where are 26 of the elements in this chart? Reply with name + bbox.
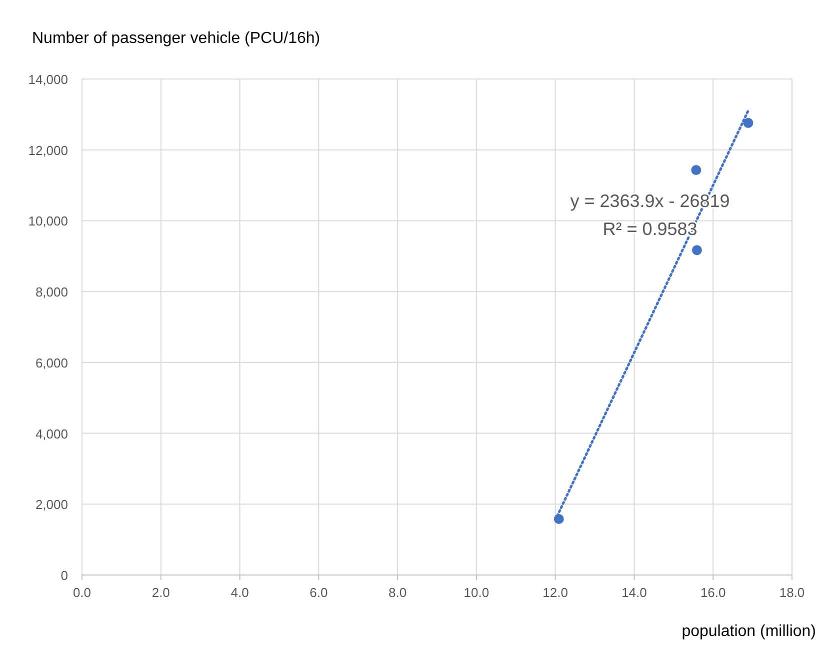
- x-tick-label: 16.0: [700, 585, 726, 600]
- y-tick-label: 14,000: [28, 72, 68, 87]
- x-tick-label: 12.0: [542, 585, 568, 600]
- x-tick-label: 10.0: [464, 585, 490, 600]
- x-tick-label: 6.0: [310, 585, 328, 600]
- y-tick-label: 2,000: [35, 497, 68, 512]
- y-tick-label: 6,000: [35, 355, 68, 370]
- x-tick-label: 8.0: [388, 585, 407, 600]
- point: [691, 165, 702, 176]
- point: [554, 514, 564, 524]
- y-tick-label: 0: [60, 568, 68, 583]
- x-tick-label: 2.0: [152, 585, 170, 600]
- y-tick-label: 10,000: [28, 214, 68, 229]
- y-axis-title: Number of passenger vehicle (PCU/16h): [32, 30, 320, 47]
- x-tick-label: 14.0: [622, 585, 647, 600]
- x-tick-label: 0.0: [72, 585, 92, 600]
- point: [743, 118, 754, 128]
- y-tick-label: 12,000: [28, 142, 68, 158]
- annotation: R² = 0.9583: [602, 219, 698, 239]
- x-tick-label: 4.0: [230, 585, 249, 600]
- annotation: y = 2363.9x - 26819: [570, 191, 730, 211]
- point: [692, 245, 702, 256]
- x-tick-label: 18.0: [779, 585, 805, 600]
- x-axis-title: population (million): [682, 623, 816, 640]
- y-tick-label: 4,000: [35, 426, 68, 442]
- y-tick-label: 8,000: [35, 284, 68, 300]
